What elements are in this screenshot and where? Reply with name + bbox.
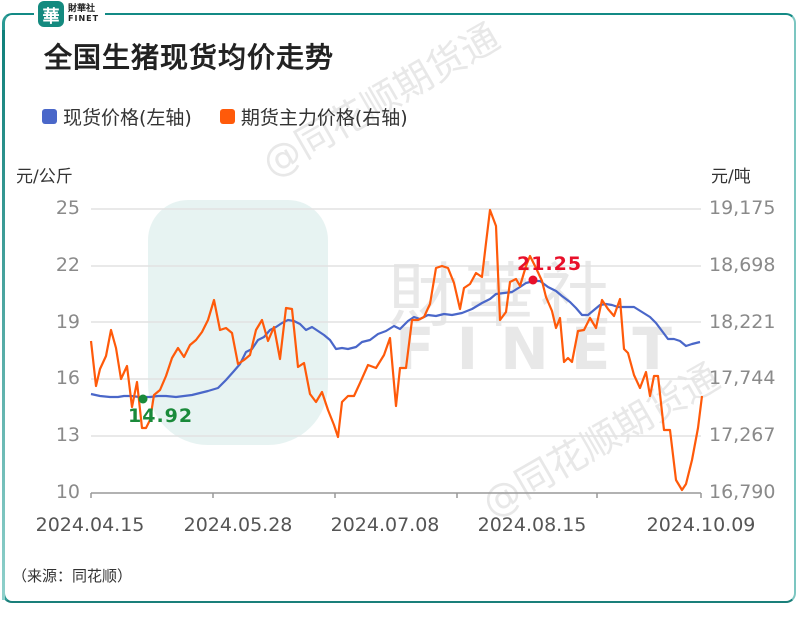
min-marker xyxy=(138,394,148,404)
finet-logo-icon: 華 xyxy=(38,1,64,27)
legend-swatch-futures xyxy=(219,109,235,124)
left-axis-unit: 元/公斤 xyxy=(16,167,73,187)
right-tick: 17,744 xyxy=(709,367,776,389)
x-tick-label: 2024.04.15 xyxy=(35,514,145,536)
left-tick: 22 xyxy=(55,254,80,276)
legend-label-futures: 期货主力价格(右轴) xyxy=(240,107,408,129)
max-annotation: 21.25 xyxy=(517,253,583,275)
legend-label-spot: 现货价格(左轴) xyxy=(63,107,192,129)
right-tick: 16,790 xyxy=(709,481,776,503)
gridlines xyxy=(91,208,701,437)
logo-cn-text: 財華社 xyxy=(68,4,96,14)
source-note: （来源：同花顺） xyxy=(12,567,133,585)
left-tick: 25 xyxy=(55,197,80,219)
chart-legend: 现货价格(左轴) 期货主力价格(右轴) xyxy=(42,103,436,130)
logo-en-text: FINET xyxy=(68,14,100,23)
right-axis-unit: 元/吨 xyxy=(711,167,751,187)
x-axis xyxy=(90,492,702,498)
x-tick-label: 2024.10.09 xyxy=(646,514,756,536)
legend-item-futures[interactable]: 期货主力价格(右轴) xyxy=(219,103,408,130)
right-tick: 18,698 xyxy=(709,254,776,276)
max-marker xyxy=(528,275,538,285)
x-tick-label: 2024.08.15 xyxy=(477,514,587,536)
finet-logo: 華 財華社 FINET xyxy=(34,0,106,28)
left-tick: 19 xyxy=(55,311,80,333)
right-tick: 18,221 xyxy=(709,311,776,333)
right-tick: 17,267 xyxy=(709,424,776,446)
x-tick-label: 2024.07.08 xyxy=(330,514,440,536)
futures-price-line xyxy=(89,208,704,492)
right-tick: 19,175 xyxy=(709,197,776,219)
legend-swatch-spot xyxy=(42,109,57,124)
legend-item-spot[interactable]: 现货价格(左轴) xyxy=(42,103,192,130)
frame-left-accent xyxy=(2,30,5,600)
left-tick: 13 xyxy=(55,424,80,446)
chart-title: 全国生猪现货均价走势 xyxy=(44,41,335,74)
x-tick-label: 2024.05.28 xyxy=(183,514,293,536)
left-tick: 10 xyxy=(55,481,80,503)
left-tick: 16 xyxy=(55,367,80,389)
min-annotation: 14.92 xyxy=(128,405,194,427)
